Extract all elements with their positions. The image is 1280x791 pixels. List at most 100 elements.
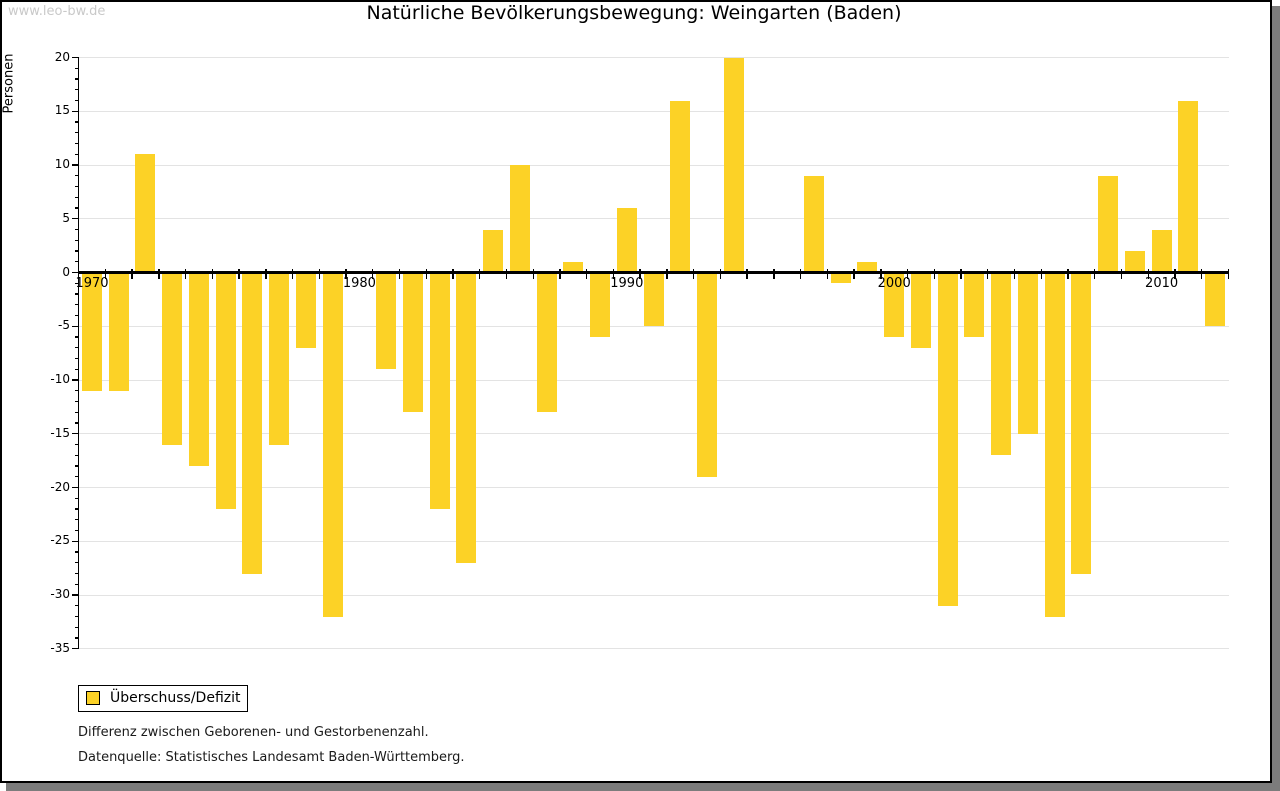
y-major-tick <box>72 594 79 596</box>
y-tick-label: 20 <box>54 49 70 64</box>
y-tick-label: -5 <box>58 318 70 333</box>
y-minor-tick <box>74 261 79 263</box>
x-tick <box>826 269 829 279</box>
x-tick <box>1013 269 1016 279</box>
bar <box>483 229 504 273</box>
bar <box>1071 272 1092 574</box>
y-minor-tick <box>74 357 79 360</box>
x-tick <box>479 269 481 279</box>
bar <box>697 272 718 477</box>
y-minor-tick <box>74 196 79 198</box>
y-tick-label: -15 <box>50 425 70 440</box>
y-gridline <box>79 164 1229 166</box>
bar <box>964 272 985 337</box>
y-minor-tick <box>74 336 79 338</box>
x-axis-line <box>77 271 1229 274</box>
y-minor-tick <box>74 637 79 639</box>
note-datasource: Datenquelle: Statistisches Landesamt Bad… <box>78 750 465 765</box>
x-tick-label: 2000 <box>877 275 911 291</box>
y-minor-tick <box>74 443 79 446</box>
y-minor-tick <box>74 207 79 209</box>
y-gridline <box>79 57 1229 58</box>
legend-label: Überschuss/Defizit <box>110 690 241 706</box>
bar <box>509 165 530 273</box>
x-tick <box>372 269 374 279</box>
y-axis-line <box>77 57 79 649</box>
x-tick <box>773 269 775 279</box>
frame-shadow-bottom <box>6 783 1272 791</box>
x-tick <box>265 269 267 279</box>
y-tick-label: 5 <box>62 210 70 225</box>
y-minor-tick <box>74 390 79 392</box>
y-major-tick <box>72 540 79 542</box>
y-tick-label: -20 <box>50 479 70 494</box>
bar <box>242 272 263 574</box>
x-tick <box>131 269 133 279</box>
y-gridline <box>79 540 1229 542</box>
y-minor-tick <box>74 293 79 295</box>
bar <box>1151 229 1172 273</box>
y-minor-tick <box>74 314 79 317</box>
y-minor-tick <box>74 626 79 628</box>
x-tick <box>639 269 641 279</box>
x-tick <box>104 269 107 279</box>
bar <box>322 272 343 617</box>
y-gridline <box>79 487 1229 488</box>
y-minor-tick <box>74 132 79 134</box>
bar <box>536 272 557 413</box>
y-minor-tick <box>74 67 79 69</box>
note-definition: Differenz zwischen Geborenen- und Gestor… <box>78 725 429 740</box>
x-tick <box>880 269 882 279</box>
frame-shadow-right <box>1272 6 1280 791</box>
bar <box>376 272 397 370</box>
y-tick-label: 0 <box>62 264 70 279</box>
y-major-tick <box>72 379 79 381</box>
y-minor-tick <box>74 454 79 456</box>
y-major-tick <box>72 164 79 166</box>
y-tick-label: 15 <box>54 103 70 118</box>
bar <box>1178 100 1199 273</box>
y-minor-tick <box>74 368 79 370</box>
y-minor-tick <box>74 228 79 231</box>
x-tick <box>505 269 508 279</box>
y-minor-tick <box>74 411 79 413</box>
chart-title: Natürliche Bevölkerungsbewegung: Weingar… <box>366 2 902 24</box>
x-tick <box>799 269 802 279</box>
x-tick <box>692 269 695 279</box>
bar <box>643 272 664 327</box>
y-minor-tick <box>74 304 79 306</box>
bar <box>1017 272 1038 434</box>
x-tick <box>318 269 320 279</box>
y-minor-tick <box>74 400 79 403</box>
x-tick <box>1094 269 1096 279</box>
bar <box>429 272 450 509</box>
y-major-tick <box>72 486 79 489</box>
x-tick <box>452 269 454 279</box>
bar <box>108 272 129 391</box>
x-tick <box>559 269 561 279</box>
bar <box>910 272 931 348</box>
x-tick <box>960 269 962 279</box>
bar <box>402 272 423 413</box>
y-tick-label: -10 <box>50 372 70 386</box>
y-minor-tick <box>74 121 79 123</box>
y-major-tick <box>72 648 79 650</box>
x-tick-label: 1980 <box>342 275 376 291</box>
bar <box>937 272 958 606</box>
x-tick <box>184 269 187 279</box>
x-tick <box>291 269 294 279</box>
x-tick <box>585 269 588 279</box>
y-major-tick <box>72 56 79 59</box>
y-major-tick <box>72 218 79 220</box>
bar <box>82 272 102 391</box>
bar <box>456 272 477 563</box>
x-tick <box>1227 269 1230 279</box>
y-major-tick <box>72 110 79 112</box>
bar <box>723 57 744 273</box>
x-tick-label: 2010 <box>1145 275 1179 291</box>
x-tick <box>532 269 534 279</box>
y-gridline <box>79 379 1229 381</box>
y-tick-label: -30 <box>50 587 70 601</box>
